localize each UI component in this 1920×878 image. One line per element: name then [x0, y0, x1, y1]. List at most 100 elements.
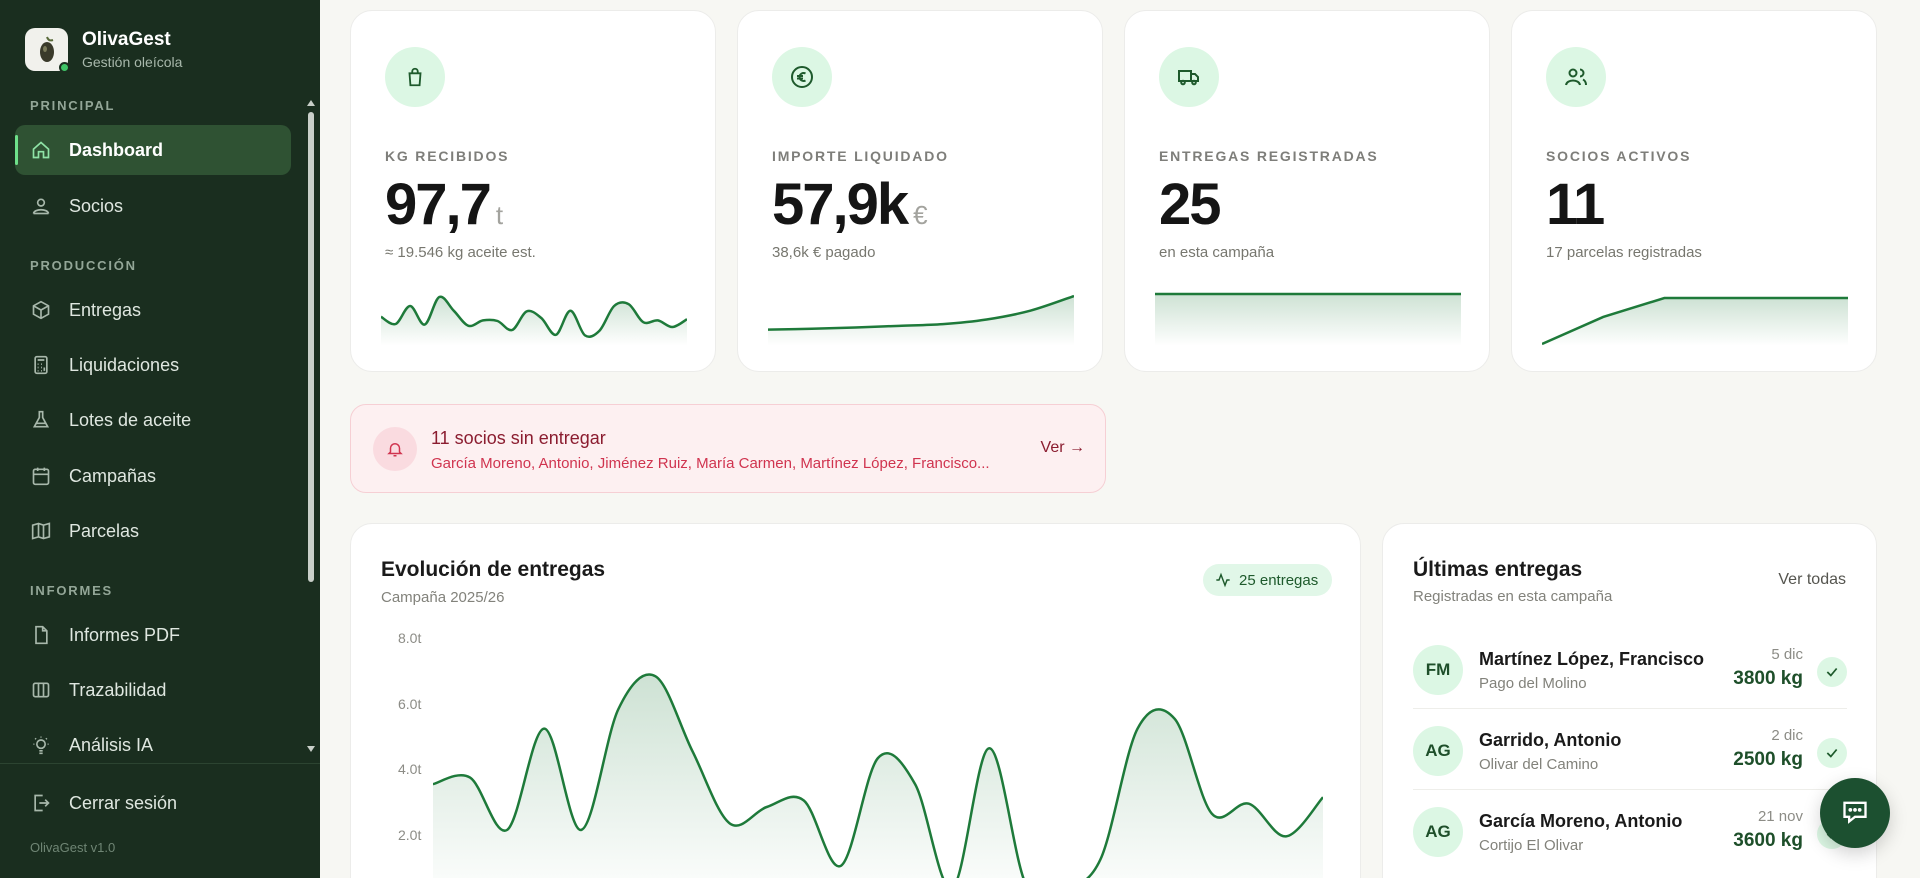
entry-parcel: Olivar del Camino — [1479, 756, 1599, 773]
sidebar-item-analisis-ia[interactable]: Análisis IA — [15, 720, 291, 770]
check-icon — [1817, 738, 1847, 768]
entry-parcel: Pago del Molino — [1479, 675, 1587, 692]
avatar: FM — [1413, 645, 1463, 695]
calculator-icon — [31, 355, 51, 375]
scroll-down-arrow-icon[interactable] — [307, 746, 315, 752]
logout-button[interactable]: Cerrar sesión — [15, 778, 291, 828]
area-fill — [1542, 298, 1848, 346]
home-icon — [31, 140, 51, 160]
sidebar-item-label: Socios — [69, 195, 124, 216]
olive-logo-icon — [25, 28, 70, 73]
sidebar-item-liquidaciones[interactable]: Liquidaciones — [15, 340, 291, 390]
euro-icon — [772, 47, 832, 107]
chat-icon — [1841, 797, 1869, 830]
section-label-produccion: PRODUCCIÓN — [30, 258, 137, 273]
entry-kg: 3800 kg — [1733, 668, 1803, 689]
section-label-informes: INFORMES — [30, 583, 114, 598]
bell-icon — [373, 427, 417, 471]
file-icon — [31, 625, 51, 645]
evolution-area-chart — [433, 673, 1323, 878]
latest-entries-card: Últimas entregas Registradas en esta cam… — [1382, 523, 1877, 878]
area-fill — [768, 296, 1074, 346]
sidebar-item-label: Trazabilidad — [69, 679, 167, 700]
stat-value: 97,7 t — [385, 172, 504, 237]
main-scrollbar[interactable] — [1910, 0, 1920, 878]
list-item[interactable]: AG Garrido, Antonio Olivar del Camino 2 … — [1413, 715, 1847, 795]
stat-label: ENTREGAS REGISTRADAS — [1159, 148, 1379, 164]
sidebar-scrollbar[interactable] — [307, 100, 315, 752]
sidebar-item-dashboard[interactable]: Dashboard — [15, 125, 291, 175]
sparkline-importe — [768, 294, 1074, 346]
flask-icon — [31, 410, 51, 430]
sidebar-divider — [0, 763, 320, 764]
area-fill — [381, 296, 687, 346]
alert-view-link[interactable]: Ver → — [1040, 439, 1085, 456]
lightbulb-icon — [31, 735, 51, 755]
sparkline-socios — [1542, 296, 1848, 346]
sidebar-item-label: Campañas — [69, 465, 157, 486]
sidebar-item-lotes[interactable]: Lotes de aceite — [15, 395, 291, 445]
sparkline-entregas — [1155, 292, 1461, 346]
scrollbar-thumb[interactable] — [308, 112, 314, 582]
series-line — [768, 294, 1074, 331]
stat-subtext: 17 parcelas registradas — [1546, 244, 1702, 261]
area-fill — [433, 674, 1323, 878]
pending-members-alert[interactable]: 11 socios sin entregar García Moreno, An… — [350, 404, 1106, 493]
alert-title: 11 socios sin entregar — [431, 428, 606, 448]
stat-value: 57,9k € — [772, 172, 928, 237]
sidebar-item-entregas[interactable]: Entregas — [15, 285, 291, 335]
chat-assistant-button[interactable] — [1820, 778, 1890, 848]
entry-member-name: Martínez López, Francisco — [1479, 649, 1705, 669]
sidebar-item-trazabilidad[interactable]: Trazabilidad — [15, 665, 291, 715]
brand[interactable]: OlivaGest Gestión oleícola — [25, 28, 182, 73]
alert-names: García Moreno, Antonio, Jiménez Ruiz, Ma… — [431, 455, 990, 472]
sidebar-item-label: Análisis IA — [69, 734, 154, 755]
stat-card-kg: KG RECIBIDOS 97,7 t ≈ 19.546 kg aceite es… — [350, 10, 716, 372]
entry-kg: 2500 kg — [1733, 749, 1803, 770]
stat-unit: t — [495, 200, 504, 230]
scroll-up-arrow-icon[interactable] — [307, 100, 315, 106]
sidebar-item-label: Dashboard — [69, 139, 164, 160]
area-fill — [1155, 294, 1461, 346]
sidebar-item-parcelas[interactable]: Parcelas — [15, 506, 291, 556]
stat-label: SOCIOS ACTIVOS — [1546, 148, 1692, 164]
list-item[interactable]: FM Martínez López, Francisco Pago del Mo… — [1413, 634, 1847, 714]
sidebar-item-label: Informes PDF — [69, 624, 181, 645]
y-tick-label: 8.0t — [398, 630, 422, 646]
stat-card-entregas: ENTREGAS REGISTRADAS 25 en esta campaña — [1124, 10, 1490, 372]
stat-value: 25 — [1159, 172, 1221, 237]
truck-icon — [1159, 47, 1219, 107]
stat-card-importe: IMPORTE LIQUIDADO 57,9k € 38,6k € pagado — [737, 10, 1103, 372]
entry-date: 2 dic — [1771, 727, 1803, 744]
stat-subtext: 38,6k € pagado — [772, 244, 876, 261]
section-label-principal: PRINCIPAL — [30, 98, 116, 113]
box-icon — [31, 300, 51, 320]
entry-kg: 3600 kg — [1733, 830, 1803, 851]
series-line — [1542, 296, 1848, 346]
stat-subtext: en esta campaña — [1159, 244, 1275, 261]
view-all-link[interactable]: Ver todas — [1778, 571, 1846, 588]
sidebar-item-label: Parcelas — [69, 520, 140, 541]
series-line — [381, 295, 687, 338]
avatar: AG — [1413, 807, 1463, 857]
sidebar: OlivaGest Gestión oleícola PRINCIPAL Das… — [0, 0, 320, 878]
stat-unit: € — [913, 200, 928, 230]
sidebar-item-label: Liquidaciones — [69, 354, 180, 375]
online-status-dot — [59, 62, 70, 73]
sidebar-item-campanas[interactable]: Campañas — [15, 451, 291, 501]
stat-label: KG RECIBIDOS — [385, 148, 510, 164]
sparkline-kg — [381, 295, 687, 346]
stat-card-socios: SOCIOS ACTIVOS 11 17 parcelas registrada… — [1511, 10, 1877, 372]
logout-label: Cerrar sesión — [69, 792, 178, 813]
sidebar-item-informes-pdf[interactable]: Informes PDF — [15, 610, 291, 660]
y-tick-label: 4.0t — [398, 761, 422, 777]
row-divider — [1413, 789, 1847, 790]
latest-title: Últimas entregas — [1413, 558, 1583, 581]
sidebar-item-label: Lotes de aceite — [69, 409, 192, 430]
chart-title: Evolución de entregas — [381, 558, 606, 581]
avatar: AG — [1413, 726, 1463, 776]
entry-parcel: Cortijo El Olivar — [1479, 837, 1584, 854]
sidebar-item-socios[interactable]: Socios — [15, 181, 291, 231]
check-icon — [1817, 657, 1847, 687]
list-item[interactable]: AG García Moreno, Antonio Cortijo El Oli… — [1413, 796, 1847, 876]
